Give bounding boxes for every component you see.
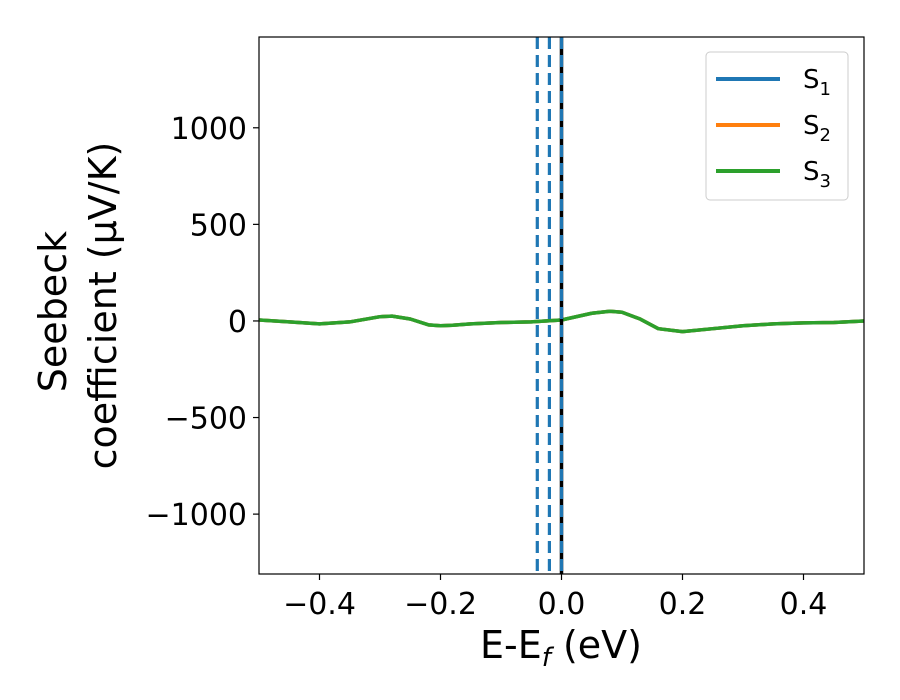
y-axis-label-line-2: coefficient (μV/K) [81, 142, 125, 470]
y-axis-label-line-1: Seebeck [31, 231, 75, 392]
y-tick-label: −1000 [146, 498, 247, 533]
legend-label-s3: S3 [803, 157, 831, 192]
x-tick-label: 0.2 [659, 587, 707, 622]
y-tick-label: −500 [165, 402, 247, 437]
x-tick-label: 0.4 [780, 587, 828, 622]
x-axis-label: E-Ef (eV) [480, 623, 642, 673]
legend-label-s1: S1 [803, 65, 831, 100]
x-tick-label: 0.0 [538, 587, 586, 622]
x-tick-label: −0.4 [283, 587, 356, 622]
legend-label-s2: S2 [803, 111, 831, 146]
y-axis-label: Seebeck coefficient (μV/K) [31, 142, 125, 470]
y-tick-label: 1000 [171, 112, 247, 147]
series-line-s3 [259, 309, 864, 334]
x-tick-label: −0.2 [404, 587, 477, 622]
y-tick-label: 500 [190, 208, 247, 243]
y-tick-label: 0 [228, 305, 247, 340]
legend: S1 S2 S3 [705, 51, 849, 201]
